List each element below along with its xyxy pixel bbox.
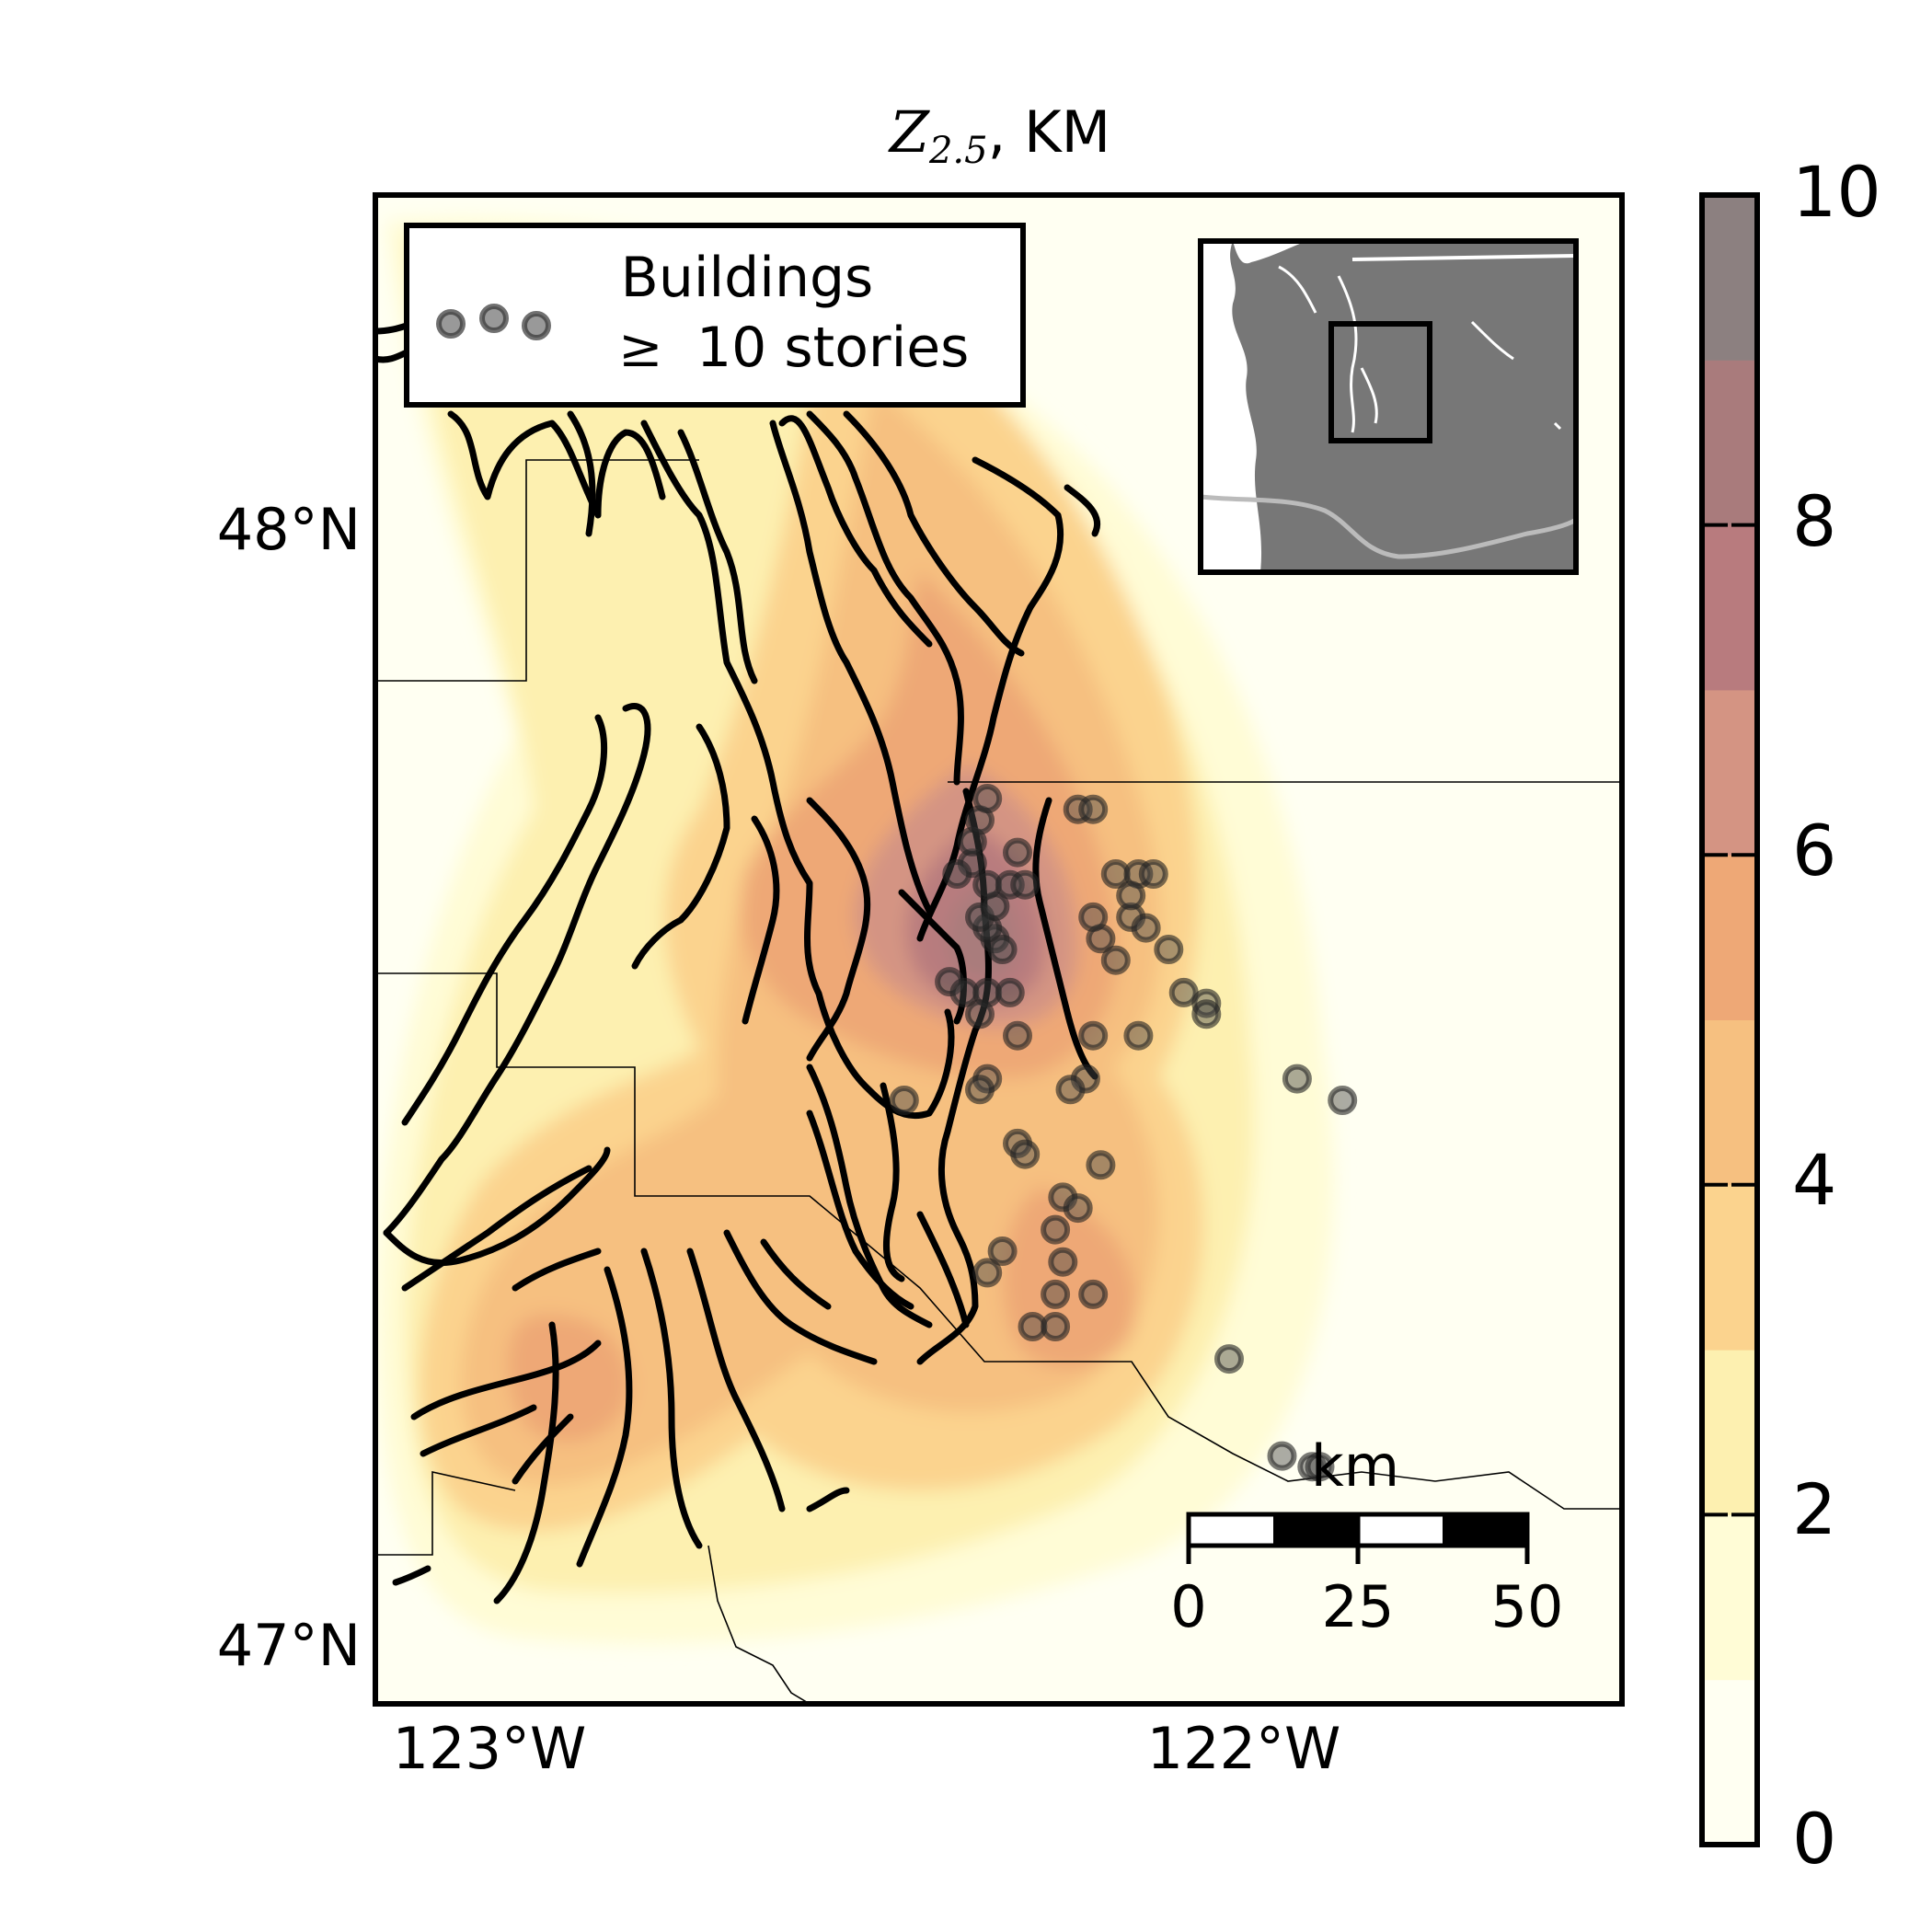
building-marker xyxy=(1282,1064,1312,1094)
colorbar-segment xyxy=(1702,689,1757,856)
colorbar-tick-0: 0 xyxy=(1792,1798,1836,1880)
lat-label-48: 48°N xyxy=(217,496,361,563)
colorbar-tick-8: 8 xyxy=(1792,480,1836,562)
building-marker xyxy=(987,1236,1018,1266)
building-marker xyxy=(1078,794,1109,824)
colorbar-segment xyxy=(1702,1350,1757,1515)
building-marker xyxy=(987,935,1018,964)
building-marker xyxy=(942,859,972,889)
buildings-layer xyxy=(889,784,1358,1482)
building-marker xyxy=(1003,1020,1032,1051)
boundary-lines xyxy=(375,459,1622,1704)
building-marker xyxy=(965,1075,995,1105)
scalebar-tick-0: 0 xyxy=(1170,1573,1206,1640)
colorbar xyxy=(1699,192,1760,1847)
building-marker xyxy=(1328,1086,1358,1115)
building-marker xyxy=(889,1086,919,1115)
building-marker xyxy=(1168,977,1199,1007)
building-marker xyxy=(1048,1247,1078,1277)
scalebar-unit: km xyxy=(1311,1432,1399,1500)
colorbar-frame xyxy=(1699,192,1760,1847)
building-marker xyxy=(1214,1344,1244,1374)
building-marker xyxy=(1078,1279,1109,1309)
building-marker xyxy=(1123,1020,1154,1051)
legend-label-symbol: ≥ xyxy=(618,316,663,379)
building-marker xyxy=(1100,945,1131,975)
legend-label-line2: 10 stories xyxy=(696,316,969,380)
colorbar-segment xyxy=(1702,1184,1757,1351)
building-marker xyxy=(1078,902,1109,932)
colorbar-segment xyxy=(1702,855,1757,1020)
building-marker xyxy=(972,1258,1003,1288)
colorbar-segment xyxy=(1702,1019,1757,1186)
building-marker xyxy=(1010,869,1041,900)
building-marker xyxy=(972,784,1003,813)
colorbar-tick-2: 2 xyxy=(1792,1468,1836,1550)
scalebar-tick-50: 50 xyxy=(1491,1573,1564,1640)
legend-marker-icon xyxy=(436,309,466,339)
colorbar-tick-10: 10 xyxy=(1792,151,1881,233)
building-marker xyxy=(995,977,1025,1007)
colorbar-tick-4: 4 xyxy=(1792,1139,1836,1221)
building-marker xyxy=(1063,1193,1093,1224)
lon-label-122: 122°W xyxy=(1147,1715,1341,1782)
legend-marker-icon xyxy=(479,304,509,333)
building-marker xyxy=(1041,1312,1071,1341)
building-marker xyxy=(1267,1441,1297,1471)
legend-label-line1: Buildings xyxy=(621,246,874,310)
scalebar: km 0 25 50 xyxy=(1170,1432,1563,1640)
colorbar-segment xyxy=(1702,195,1757,361)
building-marker xyxy=(1131,913,1161,943)
colorbar-segment xyxy=(1702,1679,1757,1846)
contour-fill xyxy=(377,218,1335,1645)
inset-map xyxy=(1198,238,1579,575)
legend-marker-icon xyxy=(522,311,551,340)
building-marker xyxy=(1041,1214,1071,1245)
colorbar-segment xyxy=(1702,360,1757,526)
legend: Buildings ≥ 10 stories xyxy=(404,223,1026,408)
lon-label-123: 123°W xyxy=(393,1715,587,1782)
building-marker xyxy=(1078,1020,1109,1051)
colorbar-labels: 10 8 6 4 2 0 xyxy=(1792,151,1881,1880)
building-marker xyxy=(1041,1279,1071,1309)
colorbar-segment xyxy=(1702,524,1757,691)
inset-extent-box xyxy=(1328,321,1432,443)
colorbar-segment xyxy=(1702,1514,1757,1681)
lat-label-47: 47°N xyxy=(217,1612,361,1679)
map-frame xyxy=(373,192,1625,1707)
building-marker xyxy=(1191,999,1222,1029)
map-title: Z2.5, KM xyxy=(888,98,1110,172)
building-marker xyxy=(1003,837,1032,868)
building-marker xyxy=(965,999,995,1029)
building-marker xyxy=(1305,1452,1335,1482)
building-marker xyxy=(1010,1139,1041,1169)
colorbar-tick-6: 6 xyxy=(1792,810,1836,891)
building-marker xyxy=(1055,1075,1086,1105)
building-marker xyxy=(1086,1150,1116,1180)
scalebar-tick-25: 25 xyxy=(1322,1573,1395,1640)
building-marker xyxy=(1154,935,1184,964)
building-marker xyxy=(1138,859,1168,889)
building-marker xyxy=(1116,880,1146,911)
